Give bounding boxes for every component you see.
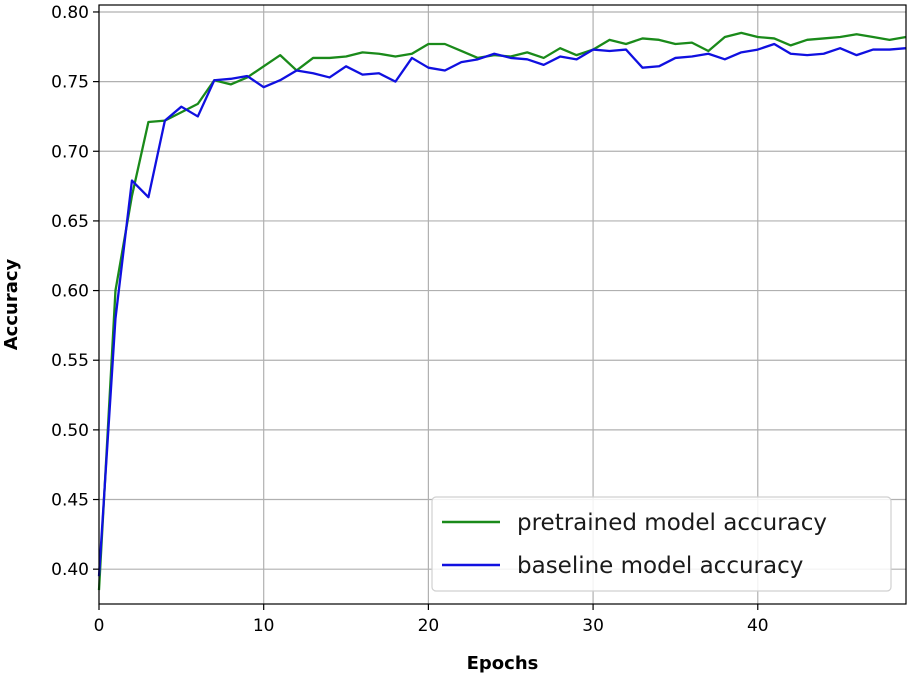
legend: pretrained model accuracy baseline model …: [431, 496, 892, 592]
series-line-baseline: [97, 42, 907, 577]
axis-ticks: 0 10 20 30 40 0.40 0.45 0.50 0.55 0.60 0.65 0.70 0.7…: [51, 3, 768, 636]
x-axis-title: Epochs: [467, 653, 539, 674]
y-tick-label: 0.60: [51, 282, 89, 302]
x-tick-label: 30: [582, 616, 604, 636]
y-tick-label: 0.55: [51, 351, 89, 371]
legend-box: [431, 496, 892, 592]
x-tick-label: 0: [94, 616, 105, 636]
y-tick-label: 0.65: [51, 212, 89, 232]
plot-area-frame: [98, 4, 907, 605]
y-tick-label: 0.80: [51, 3, 89, 23]
x-tick-label: 20: [418, 616, 440, 636]
y-tick-label: 0.50: [51, 421, 89, 441]
x-tick-label: 40: [747, 616, 769, 636]
series-lines: [97, 31, 907, 591]
y-axis-title: Accuracy: [1, 258, 22, 350]
y-tick-label: 0.70: [51, 142, 89, 162]
legend-label: baseline model accuracy: [517, 553, 803, 579]
legend-label: pretrained model accuracy: [517, 510, 827, 536]
y-tick-label: 0.45: [51, 491, 89, 511]
y-tick-label: 0.40: [51, 560, 89, 580]
x-tick-label: 10: [253, 616, 275, 636]
y-tick-label: 0.75: [51, 73, 89, 93]
